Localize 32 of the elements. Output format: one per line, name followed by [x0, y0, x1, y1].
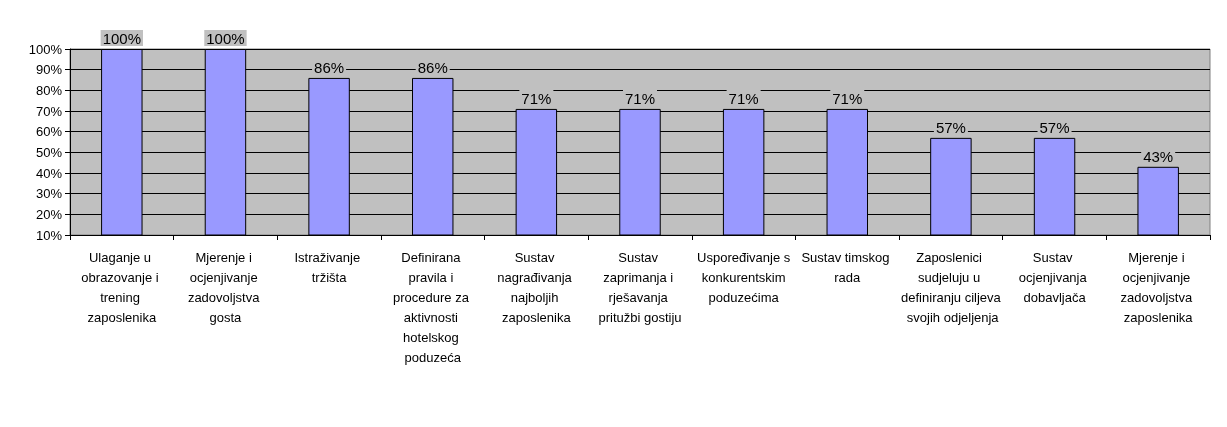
x-tick-label: Mjerenje i ocjenjivanje zadovoljstva zaposlenika: [1120, 249, 1196, 325]
x-tick-label: Mjerenje i ocjenjivanje zadovoljstva gosta: [187, 249, 264, 325]
y-tick-label: 90%: [35, 62, 63, 78]
data-label: 71%: [832, 89, 863, 107]
x-tick-label: Sustav timskog rada: [801, 249, 894, 285]
x-tick-label: Ulaganje u obrazovanje i trening zaposlenika: [81, 249, 163, 325]
x-tick-label: Zaposlenici sudjeluju u definiranju ciljeva svojih odjeljenja: [901, 249, 1002, 325]
data-label: 100%: [206, 30, 245, 47]
x-tick-label: Istraživanje tržišta: [294, 249, 364, 285]
data-label: 71%: [521, 89, 552, 107]
data-label: 57%: [935, 118, 966, 136]
x-tick-label: Sustav zaprimanja i rješavanja pritužbi gostiju: [598, 249, 682, 325]
y-tick-label: 100%: [28, 41, 63, 57]
x-tick-label: Sustav nagrađivanja najboljih zaposlenika: [497, 249, 576, 325]
data-label: 86%: [314, 58, 345, 76]
data-label: 71%: [728, 89, 759, 107]
data-label: 100%: [102, 30, 142, 47]
y-tick-label: 20%: [35, 206, 63, 222]
x-tick-label: Uspoređivanje s konkurentskim poduzećima: [697, 249, 791, 305]
x-tick-label: Sustav ocjenjivanja dobavljača: [1018, 249, 1091, 305]
y-tick-label: 30%: [35, 186, 63, 202]
y-tick-label: 10%: [35, 227, 63, 243]
data-label: 57%: [1039, 118, 1070, 136]
data-label: 86%: [417, 58, 448, 76]
y-tick-label: 80%: [35, 82, 63, 98]
x-tick-label: Definirana pravila i procedure za aktivnosti hotelskog poduzeća: [392, 249, 473, 365]
y-tick-label: 60%: [35, 124, 63, 140]
y-tick-label: 70%: [35, 103, 63, 119]
data-label: 43%: [1143, 147, 1174, 165]
y-tick-label: 40%: [35, 165, 63, 181]
y-tick-label: 50%: [35, 144, 63, 160]
data-label: 71%: [624, 89, 656, 107]
